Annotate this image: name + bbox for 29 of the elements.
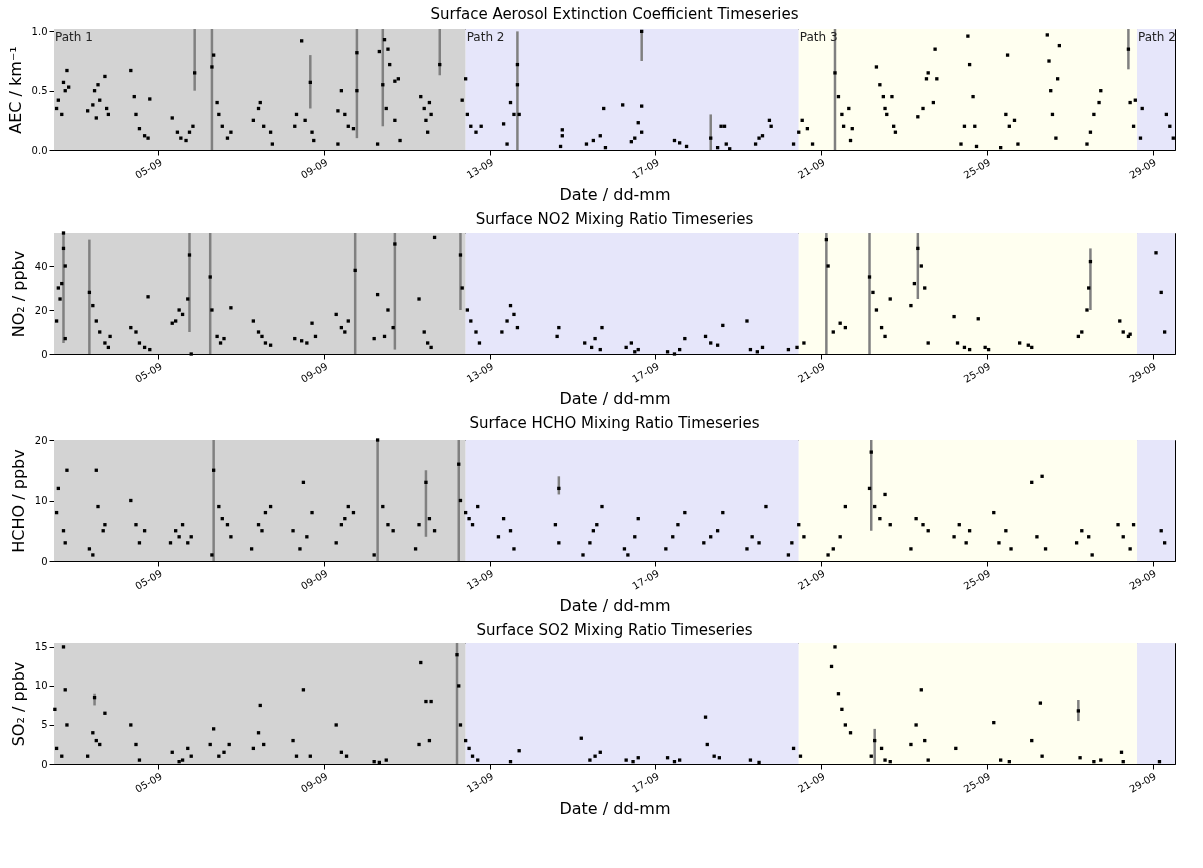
y-tick-label: 5 [41, 719, 48, 731]
y-tick-label: 40 [34, 260, 48, 272]
y-axis-title: SO₂ / ppbv [8, 661, 28, 747]
chart-title: Surface NO2 Mixing Ratio Timeseries [475, 210, 754, 229]
y-axis-title: NO₂ / ppbv [8, 250, 28, 338]
y-tick-label: 0.5 [31, 85, 48, 97]
band-label: Path 1 [55, 30, 93, 44]
band-label: Path 3 [799, 30, 838, 44]
y-tick-label: 0 [41, 555, 48, 567]
y-tick-label: 0 [41, 348, 48, 360]
y-axis-title: HCHO / ppbv [8, 449, 28, 553]
chart-title: Surface Aerosol Extinction Coefficient Timeseries [430, 5, 799, 24]
x-axis-title: Date / dd-mm [559, 184, 671, 204]
y-tick-label: 20 [34, 434, 48, 446]
y-tick-label: 10 [34, 495, 48, 506]
band-label: Path 2 [466, 30, 505, 44]
y-tick-label: 0.0 [31, 144, 48, 156]
x-axis-title: Date / dd-mm [559, 595, 671, 615]
x-axis-title: Date / dd-mm [559, 798, 671, 818]
band-label: Path 2 [1138, 30, 1176, 44]
y-tick-label: 0 [41, 758, 48, 770]
y-tick-label: 1.0 [31, 25, 48, 37]
chart-title: Surface SO2 Mixing Ratio Timeseries [476, 620, 753, 639]
y-axis-title: AEC / km⁻¹ [5, 46, 25, 134]
y-tick-label: 15 [34, 641, 48, 653]
x-axis-title: Date / dd-mm [559, 388, 671, 408]
y-tick-label: 10 [34, 680, 48, 692]
y-tick-label: 20 [34, 304, 48, 316]
chart-title: Surface HCHO Mixing Ratio Timeseries [469, 414, 760, 432]
